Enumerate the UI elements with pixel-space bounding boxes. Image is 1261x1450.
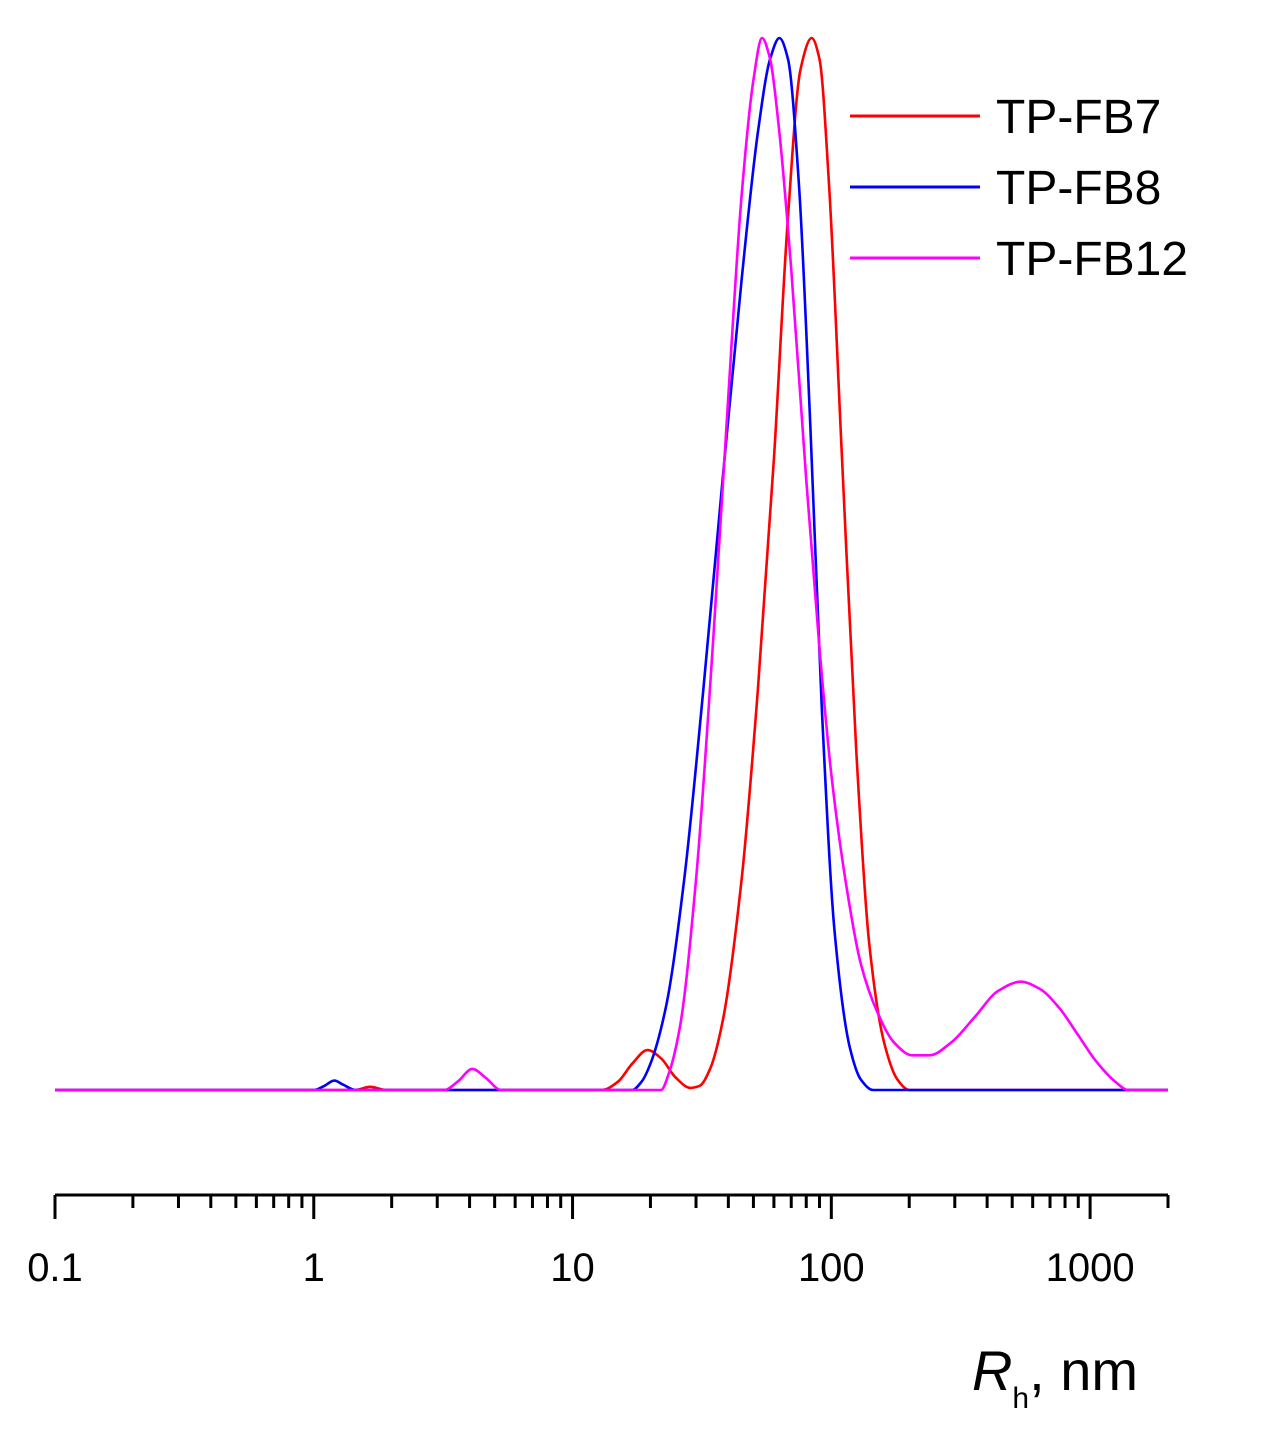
x-tick-label: 1000 (1046, 1246, 1135, 1290)
x-tick-label: 1 (303, 1246, 325, 1290)
x-ticks (53, 1195, 1170, 1219)
legend-label-tp-fb8: TP-FB8 (996, 162, 1161, 215)
legend: TP-FB7 TP-FB8 TP-FB12 (850, 91, 1188, 286)
x-tick-label: 10 (550, 1246, 595, 1290)
x-axis: 0.1 1 10 100 1000 (27, 1193, 1170, 1290)
series-line-tp-fb12 (54, 36, 1168, 1092)
x-axis-unit: , nm (1029, 1339, 1138, 1402)
x-tick-labels: 0.1 1 10 100 1000 (27, 1246, 1134, 1290)
x-tick-label: 0.1 (27, 1246, 83, 1290)
x-axis-symbol: R (972, 1339, 1012, 1402)
x-axis-subscript: h (1012, 1382, 1029, 1415)
legend-label-tp-fb12: TP-FB12 (996, 233, 1188, 286)
x-axis-title: Rh, nm (972, 1339, 1138, 1415)
series-line-tp-fb7 (54, 36, 1168, 1092)
x-tick-label: 100 (798, 1246, 865, 1290)
legend-label-tp-fb7: TP-FB7 (996, 91, 1161, 144)
plot-area (54, 36, 1168, 1092)
